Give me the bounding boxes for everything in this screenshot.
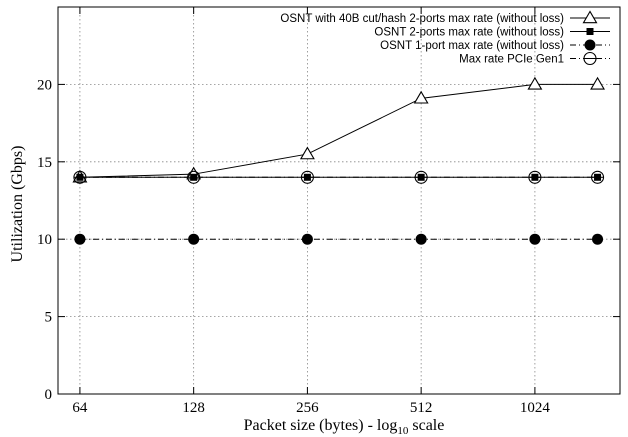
- x-axis-title: Packet size (bytes) - log10 scale: [244, 417, 445, 437]
- series-3-point: [188, 233, 200, 245]
- series-1-point: [527, 76, 543, 90]
- x-tick-label: 1024: [520, 400, 551, 416]
- x-axis-title-subscript: 10: [397, 425, 409, 437]
- y-tick-label: 10: [37, 232, 52, 248]
- series-1-point: [590, 76, 605, 90]
- x-axis-title-tail: scale: [408, 417, 444, 434]
- legend-label-1: OSNT with 40B cut/hash 2-ports max rate …: [280, 13, 564, 25]
- series-line-1: [79, 83, 598, 178]
- y-tick-label: 20: [37, 77, 52, 93]
- series-3-point: [301, 233, 313, 245]
- series-3-point: [592, 233, 604, 245]
- series-1-point: [299, 146, 315, 160]
- legend-marker-3: [584, 39, 596, 51]
- axis-ticks: 0 5 10 15 20 64 128 256 512 1024: [37, 7, 620, 416]
- x-tick-label: 64: [72, 400, 88, 416]
- legend-label-2: OSNT 2-ports max rate (without loss): [374, 27, 564, 39]
- legend: OSNT with 40B cut/hash 2-ports max rate …: [280, 10, 610, 66]
- series-lines: [79, 83, 598, 240]
- legend-label-4: Max rate PCIe Gen1: [459, 54, 564, 66]
- x-tick-label: 512: [410, 400, 433, 416]
- plot-frame: [57, 6, 621, 395]
- y-tick-label: 5: [45, 310, 53, 326]
- series-markers: [72, 76, 605, 245]
- series-3-point: [529, 233, 541, 245]
- y-axis-title: Utilization (Gbps): [9, 146, 26, 263]
- y-tick-label: 0: [45, 387, 53, 403]
- series-3-point: [415, 233, 427, 245]
- x-axis-title-main: Packet size (bytes) - log: [244, 417, 398, 434]
- y-tick-label: 15: [37, 155, 52, 171]
- x-tick-label: 128: [182, 400, 205, 416]
- x-tick-label: 256: [296, 400, 319, 416]
- legend-marker-1: [582, 10, 598, 24]
- series-1-point: [413, 90, 429, 104]
- legend-marker-2: [586, 28, 594, 35]
- legend-label-3: OSNT 1-port max rate (without loss): [380, 40, 564, 52]
- series-3-point: [74, 233, 86, 245]
